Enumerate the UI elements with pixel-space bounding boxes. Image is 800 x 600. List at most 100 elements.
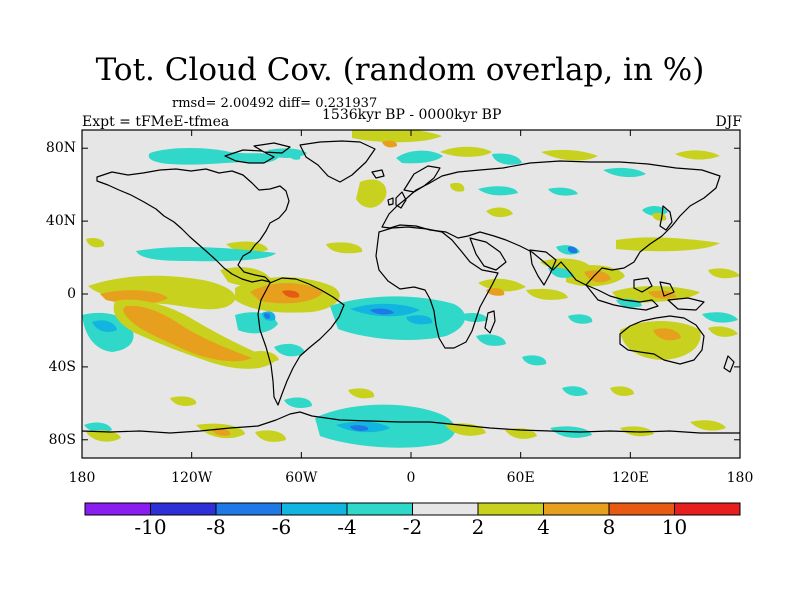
colorbar-label: -10 [134,515,167,539]
stats-text: rmsd= 2.00492 diff= 0.231937 [172,96,378,111]
plot-title: Tot. Cloud Cov. (random overlap, in %) [95,52,705,88]
anomaly-patch [652,212,667,221]
coastline-india [529,249,557,286]
anomaly-patch [702,312,738,323]
colorbar-swatch [543,502,610,516]
anomaly-patch [148,148,280,165]
anomaly-patch [350,425,369,431]
colorbar-label: 8 [602,515,616,539]
anomaly-patch [610,386,634,396]
colorbar-label: 4 [537,515,550,539]
anomaly-patch [356,179,387,208]
coastline-new-guinea [667,297,705,311]
anomaly-patch [352,130,442,143]
anomaly-patch [478,186,518,196]
x-tick-label: 0 [406,470,416,486]
coastline-new-zealand [723,355,735,373]
y-tick-label: 80N [45,140,76,157]
colorbar-label: -8 [206,515,226,539]
anomaly-patch [522,355,547,366]
x-tick-label: 180 [68,470,96,486]
experiment-text: Expt = tFMeE-tfmea [82,114,230,130]
anomaly-patch [274,343,305,357]
anomaly-patch [123,305,252,362]
anomaly-patch [84,422,112,433]
anomaly-patch [284,397,312,408]
anomaly-patch [526,288,568,300]
x-tick-label: 180 [726,470,754,486]
coastline-antarctica [82,411,740,434]
y-tick-label: 40S [48,358,76,375]
anomaly-patch [486,288,505,296]
coastline-iceland [371,169,385,179]
anomaly-patch [282,290,300,298]
anomaly-patch [476,334,506,346]
anomaly-patch [548,187,578,196]
anomaly-patch [616,237,720,252]
coastline-canadian-archipelago [224,142,291,164]
anomaly-patch [603,167,646,178]
coastline-eurasia [381,160,721,286]
anomaly-patch [708,326,738,337]
coastline-southeast-asia [585,277,675,311]
anomaly-patch [100,290,168,304]
anomaly-patch [690,420,726,431]
colorbar-label: 2 [471,515,485,539]
anomaly-patch [255,430,286,442]
coastline-australia [619,315,705,365]
coastline-british-isles [387,191,407,209]
coastline-arabia [469,237,507,271]
colorbar-swatch [215,502,282,516]
anomaly-patch [541,149,598,161]
anomaly-patch [326,242,363,254]
coastline-north-america [96,168,290,283]
anomaly-patch [396,150,443,164]
anomaly-patch [675,150,720,160]
anomaly-patch [568,314,593,324]
x-tick-label: 120E [611,470,649,486]
season-text: DJF [715,114,742,130]
anomaly-field [82,130,740,448]
anomaly-patch [406,315,433,325]
colorbar-swatch [281,502,348,516]
colorbar [84,502,741,516]
coastline-madagascar [484,310,496,334]
anomaly-patch [136,246,276,262]
colorbar-swatch [150,502,217,516]
colorbar-swatch [608,502,675,516]
anomaly-patch [620,321,701,360]
anomaly-patch [264,313,271,319]
anomaly-patch [92,320,117,332]
anomaly-patch [450,182,465,192]
anomaly-patch [88,275,236,310]
anomaly-patch [382,140,398,148]
coastline-japan [659,205,673,231]
anomaly-patch [486,207,513,218]
anomaly-patch [289,153,301,160]
colorbar-label: -4 [337,515,357,539]
colorbar-label: -6 [271,515,292,539]
axis-ticks [81,130,741,458]
coastline-south-america [257,277,345,406]
colorbar-swatch [84,502,151,516]
anomaly-patch [348,388,375,399]
anomaly-patch [212,428,231,436]
anomaly-patch [708,268,740,279]
colorbar-swatch [674,502,741,516]
coastline-greenland [299,140,376,183]
colorbar-swatch [412,502,479,516]
anomaly-patch [86,430,121,442]
period-text: 1536kyr BP - 0000kyr BP [322,107,502,123]
y-tick-label: 40N [45,213,76,230]
anomaly-patch [567,246,578,254]
coastline-scandinavia [403,165,441,193]
anomaly-patch [440,146,492,157]
x-tick-label: 60E [506,470,535,486]
y-tick-label: 80S [48,431,76,448]
anomaly-patch [648,290,676,299]
anomaly-patch [370,308,394,315]
colorbar-swatch [346,502,413,516]
anomaly-patch [492,153,522,165]
